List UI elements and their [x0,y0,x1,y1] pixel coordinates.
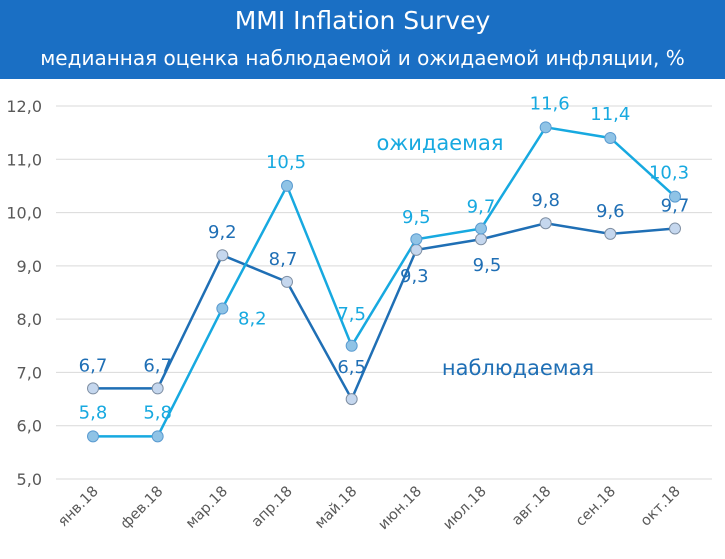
y-tick-label: 9,0 [17,257,42,276]
x-tick-label: фев.18 [118,484,167,533]
data-point [87,382,99,395]
chart-subtitle: медианная оценка наблюдаемой и ожидаемой… [40,46,685,70]
series-name-expected: ожидаемая [376,131,503,155]
y-tick-label: 10,0 [6,204,42,223]
data-label: 9,2 [208,222,237,243]
x-tick-label: окт.18 [638,484,684,530]
data-label: 9,5 [402,207,431,228]
data-point [669,190,681,203]
line-chart: 5,0 6,0 7,0 8,0 9,0 10,0 11,0 12,0 янв.18 фев.18 м… [6,93,712,534]
data-label: 6,7 [79,355,108,376]
data-point [87,430,99,443]
y-tick-label: 7,0 [17,363,42,382]
data-label: 9,3 [400,266,429,287]
data-point [216,249,229,262]
chart-header: MMI Inflation Survey медианная оценка на… [0,0,725,79]
data-label: 8,7 [269,249,298,270]
y-tick-label: 6,0 [17,417,42,436]
data-label: 11,6 [530,93,570,114]
data-label: 9,5 [473,255,502,276]
y-tick-label: 8,0 [17,310,42,329]
series-line-observed [93,221,676,402]
data-point [216,302,229,315]
data-point [151,430,164,443]
data-point [475,233,487,246]
series-line-expected [93,125,676,438]
data-point [345,339,358,352]
data-label: 9,6 [596,201,625,222]
x-tick-label: июн.18 [376,484,426,534]
data-point [475,222,487,235]
y-tick-label: 12,0 [6,97,42,116]
x-tick-label: апр.18 [249,484,296,531]
data-point [281,275,293,288]
data-label: 5,8 [143,402,172,423]
data-label: 10,3 [649,163,689,184]
data-point [604,131,617,144]
data-point [151,382,164,395]
x-tick-label: июл.18 [440,484,489,533]
data-label: 11,4 [590,104,630,125]
data-point [345,393,358,406]
data-label: 6,5 [337,357,366,378]
data-label: 7,5 [337,304,366,325]
data-label: 6,7 [143,355,172,376]
data-label: 9,7 [661,196,690,217]
series-name-observed: наблюдаемая [442,356,594,380]
data-point [539,217,552,230]
data-point [604,227,617,240]
data-point [539,121,552,134]
x-tick-label: мар.18 [183,484,231,532]
x-tick-label: сен.18 [573,484,619,530]
data-label: 9,7 [467,197,496,218]
data-label: 10,5 [266,152,306,173]
plot-area: 5,0 6,0 7,0 8,0 9,0 10,0 11,0 12,0 янв.18 фев.18 м… [0,79,725,555]
y-tick-label: 11,0 [6,150,42,169]
data-label: 5,8 [79,402,108,423]
data-label: 9,8 [531,190,560,211]
x-tick-label: май.18 [312,484,360,532]
data-label: 8,2 [238,308,267,329]
x-tick-label: янв.18 [55,484,102,531]
data-point [410,243,423,256]
data-point [281,179,293,192]
chart-title: MMI Inflation Survey [234,6,491,35]
data-point [410,233,423,246]
data-point [669,222,681,235]
y-tick-label: 5,0 [17,470,42,489]
x-tick-label: авг.18 [509,484,554,529]
